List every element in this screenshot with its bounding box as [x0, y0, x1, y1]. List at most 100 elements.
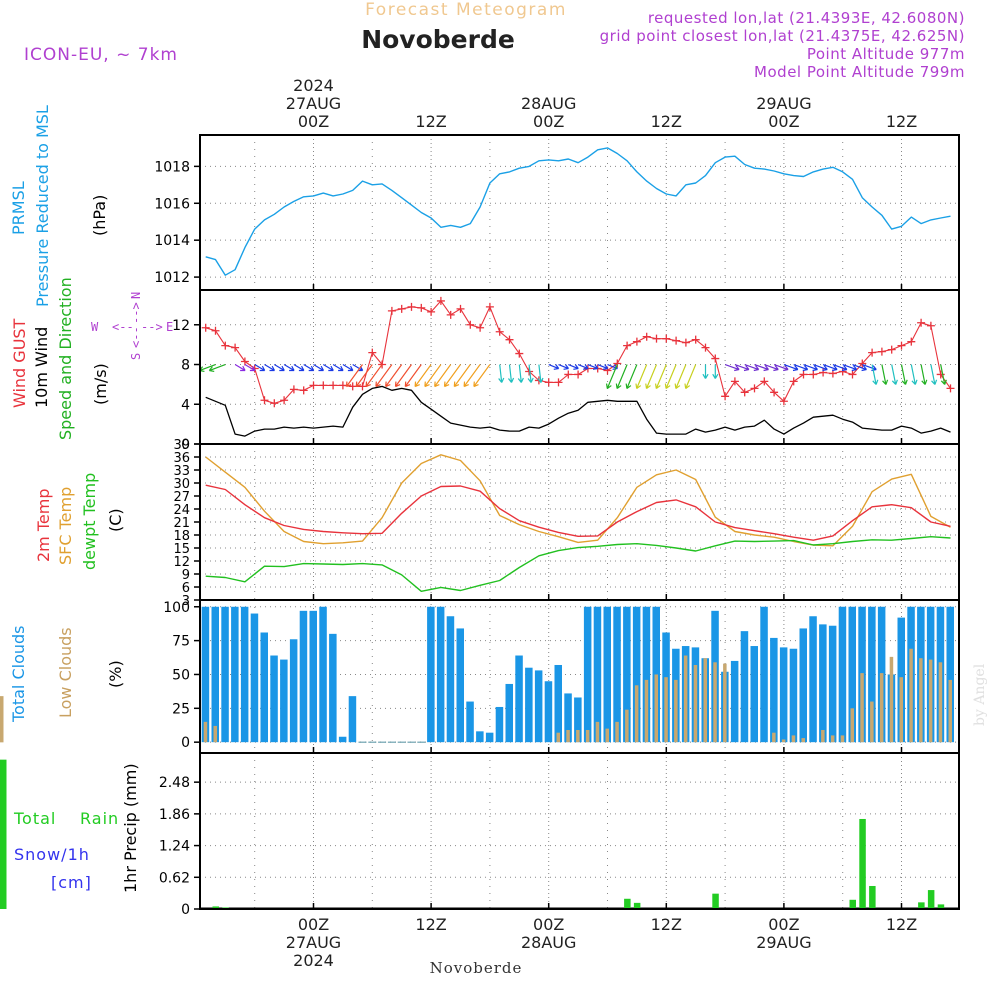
total-cloud-bar [338, 736, 347, 743]
top-time-label: 00Z [298, 112, 329, 131]
total-cloud-bar [260, 632, 268, 743]
low-cloud-bar [615, 721, 619, 743]
wind-direction-arrow [940, 364, 947, 385]
wind-direction-arrow [537, 364, 544, 383]
low-cloud-bar [654, 674, 658, 743]
gust-marker [476, 323, 485, 332]
wind-direction-arrow [832, 363, 848, 372]
gust-marker [858, 359, 867, 368]
pressure-label-prmsl: PRMSL [9, 181, 28, 235]
wind-direction-arrow [587, 363, 599, 370]
low-cloud-bar [625, 709, 629, 743]
gust-marker [446, 310, 455, 319]
gust-marker [779, 397, 788, 406]
temperature-unit: (C) [106, 508, 125, 532]
top-time-label: 12Z [651, 112, 682, 131]
y-tick-label: 30 [173, 477, 190, 492]
total-cloud-bar [211, 606, 219, 743]
low-cloud-bar [723, 663, 727, 743]
y-tick-label: 27 [173, 490, 190, 505]
clouds-unit: (%) [106, 660, 125, 688]
wind-direction-arrow [605, 364, 618, 389]
low-clouds-label: Low Clouds [56, 627, 75, 718]
gust-marker [485, 302, 494, 311]
total-cloud-bar [446, 616, 455, 743]
gust-marker [221, 341, 230, 350]
gust-marker [260, 396, 269, 405]
sfc-temp-line [205, 454, 951, 547]
low-cloud-bar [576, 729, 580, 743]
total-cloud-bar [799, 628, 807, 743]
low-cloud-bar [850, 708, 854, 743]
compass-west: W [91, 320, 99, 334]
precip-bar [869, 885, 876, 909]
total-cloud-bar [348, 696, 357, 743]
total-cloud-bar [309, 610, 317, 743]
total-cloud-bar [613, 606, 621, 743]
wind-direction-arrow [852, 363, 867, 372]
wind-direction-arrow [597, 363, 609, 370]
wind-direction-arrow [842, 363, 858, 372]
wind-direction-arrow [517, 364, 524, 383]
total-cloud-bar [730, 660, 739, 743]
precip-unit: 1hr Precip (mm) [121, 763, 140, 893]
bottom-time-label: 12Z [651, 915, 682, 934]
wind-direction-arrow [871, 364, 879, 385]
total-cloud-bar [515, 655, 523, 743]
low-cloud-bar [683, 655, 688, 743]
gust-marker [907, 337, 916, 346]
low-cloud-bar [801, 738, 805, 743]
temperature-grid [200, 444, 959, 600]
gust-marker [564, 370, 573, 379]
y-tick-label: 33 [173, 464, 190, 479]
gust-marker [770, 388, 779, 397]
2m-temp-line [205, 484, 951, 541]
gust-marker [917, 318, 926, 327]
requested-coordinates: requested lon,lat (21.4393E, 42.6080N) [648, 9, 965, 27]
gust-marker [456, 304, 465, 313]
wind-direction-arrow [507, 364, 515, 383]
gust-marker [270, 399, 279, 408]
wind-direction-arrow [332, 364, 344, 372]
total-cloud-bar [476, 731, 484, 743]
pressure-marks [205, 147, 951, 276]
pressure-grid [200, 135, 959, 290]
pressure-line [205, 147, 951, 276]
wind-direction-arrow [273, 364, 285, 372]
total-cloud-bar [280, 659, 288, 743]
gust-marker [554, 378, 563, 387]
precip-bar [624, 898, 631, 909]
wind-direction-arrow [712, 364, 719, 379]
low-cloud-bar [203, 721, 208, 743]
y-tick-label: 2.48 [159, 775, 190, 791]
y-tick-label: 21 [173, 516, 190, 531]
gust-marker [730, 377, 739, 386]
wind-direction-arrow [900, 364, 908, 385]
wind-unit: (m/s) [91, 363, 110, 405]
grid-point-coordinates: grid point closest lon,lat (21.4375E, 42… [600, 27, 965, 45]
gust-marker [289, 385, 298, 394]
wind-direction-label: Speed and Direction [56, 277, 75, 440]
total-cloud-bar [603, 606, 611, 743]
low-cloud-bar [566, 729, 570, 743]
gust-marker [397, 304, 406, 313]
gust-marker [789, 377, 798, 386]
compass-legend: W <-- --> E --> N <-- S [91, 292, 173, 360]
gust-marker [231, 343, 240, 352]
y-tick-label: 1012 [154, 270, 190, 286]
low-cloud-bar [772, 732, 776, 743]
wind-direction-arrow [764, 363, 779, 372]
gust-marker [936, 370, 945, 379]
wind-direction-arrow [577, 363, 589, 370]
low-cloud-bar [605, 728, 609, 743]
precipitation-frame [199, 752, 960, 910]
gust-marker [760, 377, 769, 386]
precip-bar [849, 899, 856, 909]
low-cloud-bar [634, 685, 639, 743]
wind-direction-arrow [654, 364, 667, 389]
y-tick-label: 8 [181, 358, 190, 374]
